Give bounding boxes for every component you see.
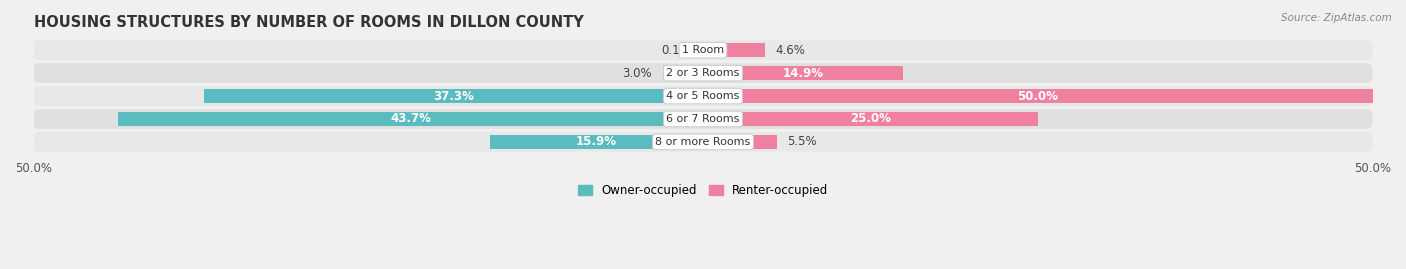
Bar [703,135,776,149]
Text: 5.5%: 5.5% [787,135,817,148]
Text: 1 Room: 1 Room [682,45,724,55]
FancyBboxPatch shape [34,109,1372,129]
Legend: Owner-occupied, Renter-occupied: Owner-occupied, Renter-occupied [572,179,834,202]
Bar [662,66,703,80]
Bar [491,135,703,149]
Text: Source: ZipAtlas.com: Source: ZipAtlas.com [1281,13,1392,23]
Text: 4.6%: 4.6% [775,44,806,57]
Text: 2 or 3 Rooms: 2 or 3 Rooms [666,68,740,78]
Text: 6 or 7 Rooms: 6 or 7 Rooms [666,114,740,124]
Text: 3.0%: 3.0% [623,67,652,80]
Text: 8 or more Rooms: 8 or more Rooms [655,137,751,147]
Bar [703,112,1038,126]
Text: 50.0%: 50.0% [1018,90,1059,102]
Bar [204,89,703,103]
Text: HOUSING STRUCTURES BY NUMBER OF ROOMS IN DILLON COUNTY: HOUSING STRUCTURES BY NUMBER OF ROOMS IN… [34,15,583,30]
Text: 43.7%: 43.7% [389,112,430,125]
Bar [703,66,903,80]
FancyBboxPatch shape [34,86,1372,106]
Text: 37.3%: 37.3% [433,90,474,102]
Bar [118,112,703,126]
FancyBboxPatch shape [34,40,1372,60]
Text: 15.9%: 15.9% [576,135,617,148]
Bar [703,43,765,57]
Bar [703,89,1372,103]
FancyBboxPatch shape [34,132,1372,152]
Text: 0.1%: 0.1% [661,44,690,57]
Text: 14.9%: 14.9% [782,67,824,80]
Text: 25.0%: 25.0% [851,112,891,125]
Text: 4 or 5 Rooms: 4 or 5 Rooms [666,91,740,101]
FancyBboxPatch shape [34,63,1372,83]
